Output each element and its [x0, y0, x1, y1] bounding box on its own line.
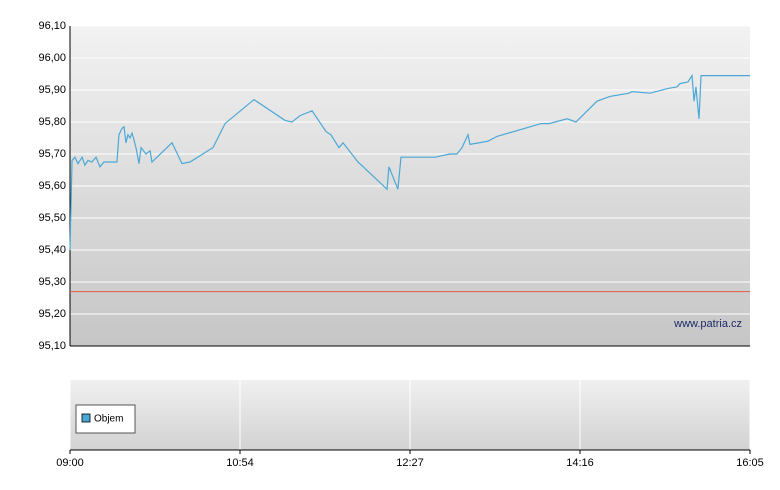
y-tick-label: 95,60: [38, 180, 66, 192]
y-tick-label: 95,50: [38, 212, 66, 224]
y-tick-label: 95,90: [38, 84, 66, 96]
price-line: [69, 73, 750, 251]
x-tick-label: 16:05: [736, 457, 764, 469]
y-tick-label: 96,00: [38, 52, 66, 64]
y-tick-label: 95,30: [38, 276, 66, 288]
y-tick-label: 95,80: [38, 116, 66, 128]
x-tick-label: 09:00: [56, 457, 84, 469]
legend-label: Objem: [94, 414, 123, 425]
y-tick-label: 96,10: [38, 20, 66, 32]
y-tick-label: 95,10: [38, 340, 66, 352]
y-tick-label: 95,70: [38, 148, 66, 160]
watermark: www.patria.cz: [673, 318, 742, 330]
y-tick-label: 95,40: [38, 244, 66, 256]
x-tick-label: 10:54: [226, 457, 254, 469]
x-tick-label: 14:16: [566, 457, 594, 469]
y-tick-label: 95,20: [38, 308, 66, 320]
legend-swatch: [81, 413, 91, 423]
x-tick-label: 12:27: [396, 457, 424, 469]
